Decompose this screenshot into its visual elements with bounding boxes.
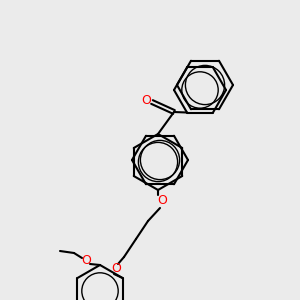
Text: O: O	[81, 254, 91, 268]
Text: O: O	[157, 194, 167, 208]
Text: O: O	[111, 262, 121, 275]
Text: O: O	[141, 94, 151, 107]
